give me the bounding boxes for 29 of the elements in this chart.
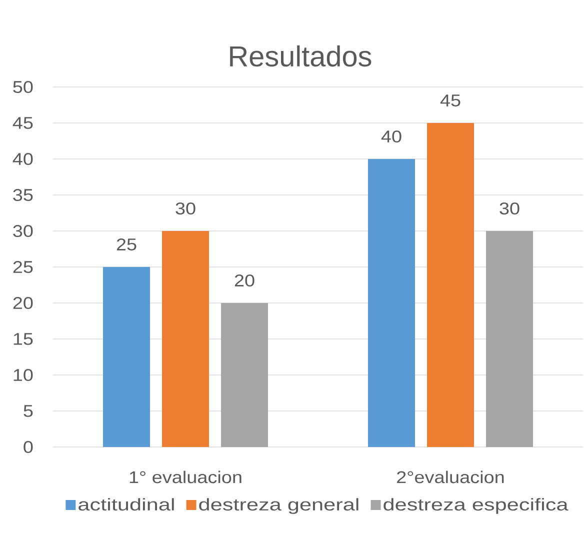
y-tick-label: 15 bbox=[14, 333, 33, 345]
y-tick-label: 45 bbox=[12, 117, 33, 129]
legend-label: destreza general bbox=[199, 498, 358, 514]
y-tick-label: 25 bbox=[13, 261, 33, 274]
bar bbox=[427, 123, 474, 447]
bar bbox=[486, 231, 534, 447]
bar bbox=[368, 159, 416, 447]
legend-label: actitudinal bbox=[78, 498, 174, 511]
data-label: 40 bbox=[381, 130, 402, 142]
data-label: 25 bbox=[116, 238, 136, 250]
y-tick-label: 5 bbox=[24, 405, 33, 417]
bar bbox=[221, 303, 268, 447]
data-label: 30 bbox=[176, 202, 196, 214]
y-tick-label: 50 bbox=[13, 81, 33, 94]
chart-title: Resultados bbox=[230, 45, 372, 67]
data-label: 20 bbox=[234, 274, 254, 286]
y-tick-label: 30 bbox=[13, 225, 33, 238]
y-tick-label: 35 bbox=[13, 189, 33, 202]
data-label: 30 bbox=[500, 202, 520, 214]
y-tick-label: 20 bbox=[13, 297, 33, 310]
legend-label: destreza especifica bbox=[384, 498, 568, 514]
y-tick-label: 10 bbox=[14, 369, 33, 382]
y-tick-label: 40 bbox=[12, 153, 33, 166]
bar bbox=[103, 267, 150, 447]
x-tick-label: 2°evaluacion bbox=[397, 470, 504, 484]
bar bbox=[162, 231, 209, 447]
y-tick-label: 0 bbox=[24, 441, 33, 453]
x-tick-label: 1° evaluacion bbox=[130, 470, 242, 484]
data-label: 45 bbox=[440, 94, 460, 106]
